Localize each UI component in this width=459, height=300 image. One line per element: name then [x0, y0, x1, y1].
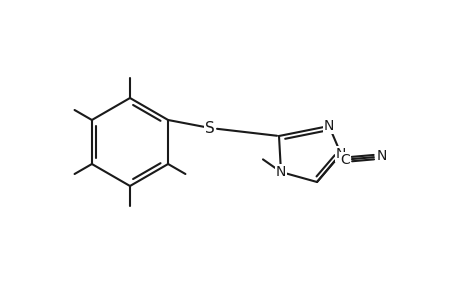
Text: N: N: [376, 149, 386, 164]
Text: N: N: [323, 119, 333, 133]
Text: S: S: [205, 121, 214, 136]
Text: C: C: [339, 153, 349, 167]
Text: N: N: [335, 147, 346, 161]
Text: N: N: [275, 165, 285, 179]
